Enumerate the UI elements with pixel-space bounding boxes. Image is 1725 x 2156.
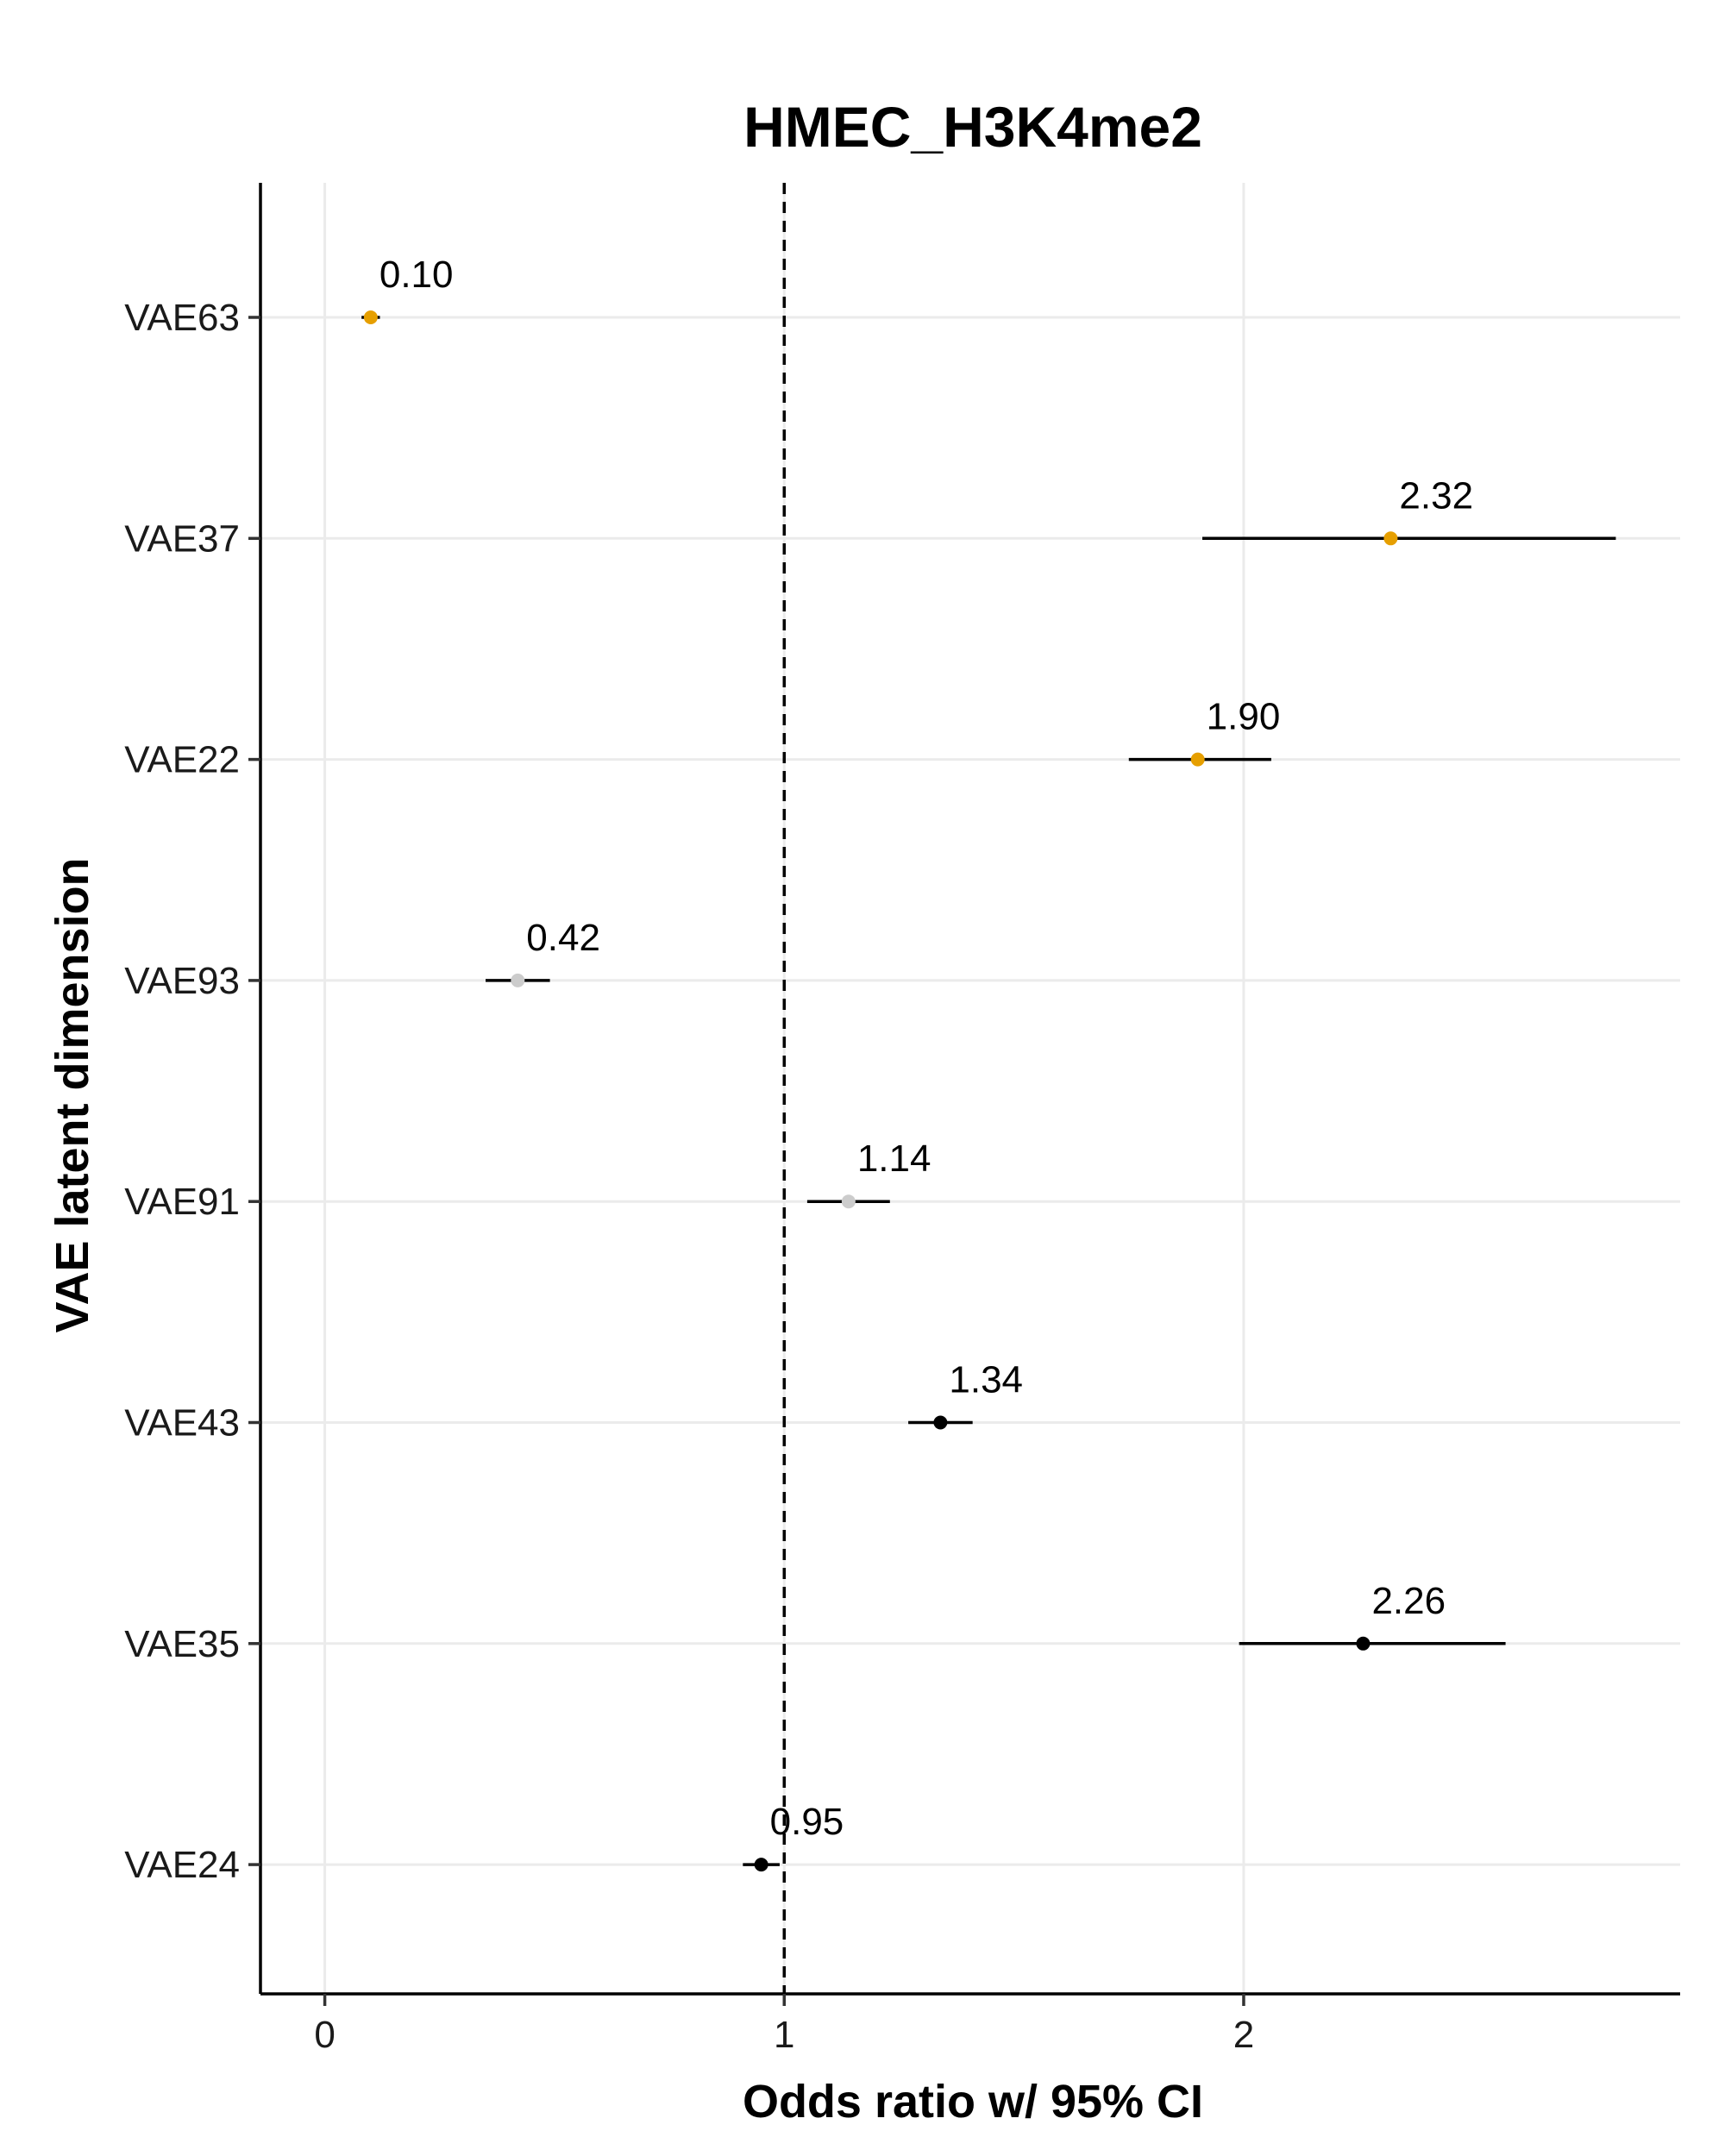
point-vae35: [1356, 1636, 1371, 1651]
grid-layer: [260, 183, 1680, 1994]
point-vae24: [754, 1858, 768, 1872]
x-axis-title: Odds ratio w/ 95% CI: [743, 2076, 1203, 2128]
point-vae91: [841, 1194, 856, 1209]
data-label-vae35: 2.26: [1371, 1580, 1446, 1622]
data-label-vae91: 1.14: [857, 1138, 932, 1180]
data-label-vae43: 1.34: [949, 1359, 1023, 1401]
y-tick-label: VAE91: [124, 1181, 240, 1223]
point-vae22: [1190, 752, 1205, 767]
data-label-vae37: 2.32: [1399, 474, 1473, 517]
y-tick-label: VAE35: [124, 1623, 240, 1665]
point-vae93: [511, 973, 525, 987]
x-axis-ticks: 0 1 2: [314, 1994, 1254, 2056]
point-vae63: [363, 310, 378, 324]
y-tick-label: VAE63: [124, 297, 240, 339]
y-axis-ticks: VAE63 VAE37 VAE22 VAE93 VAE91 VAE43 VAE35 VAE24: [124, 297, 260, 1886]
data-label-vae63: 0.10: [380, 254, 454, 296]
data-label-vae22: 1.90: [1207, 696, 1281, 738]
chart-title: HMEC_H3K4me2: [743, 95, 1202, 159]
data-label-vae24: 0.95: [770, 1801, 844, 1843]
y-axis-title: VAE latent dimension: [47, 857, 98, 1332]
x-tick-label: 2: [1233, 2014, 1254, 2056]
point-vae43: [933, 1415, 948, 1430]
y-tick-label: VAE24: [124, 1844, 240, 1886]
y-tick-label: VAE22: [124, 739, 240, 781]
y-tick-label: VAE43: [124, 1402, 240, 1445]
data-label-vae93: 0.42: [526, 917, 600, 959]
marks-layer: 0.10 2.32 1.90 0.42 1.14 1.34 2.26 0.95: [361, 254, 1616, 1872]
y-tick-label: VAE37: [124, 517, 240, 560]
x-tick-label: 0: [314, 2014, 335, 2056]
point-vae37: [1383, 531, 1398, 546]
y-tick-label: VAE93: [124, 960, 240, 1002]
x-tick-label: 1: [774, 2014, 794, 2056]
